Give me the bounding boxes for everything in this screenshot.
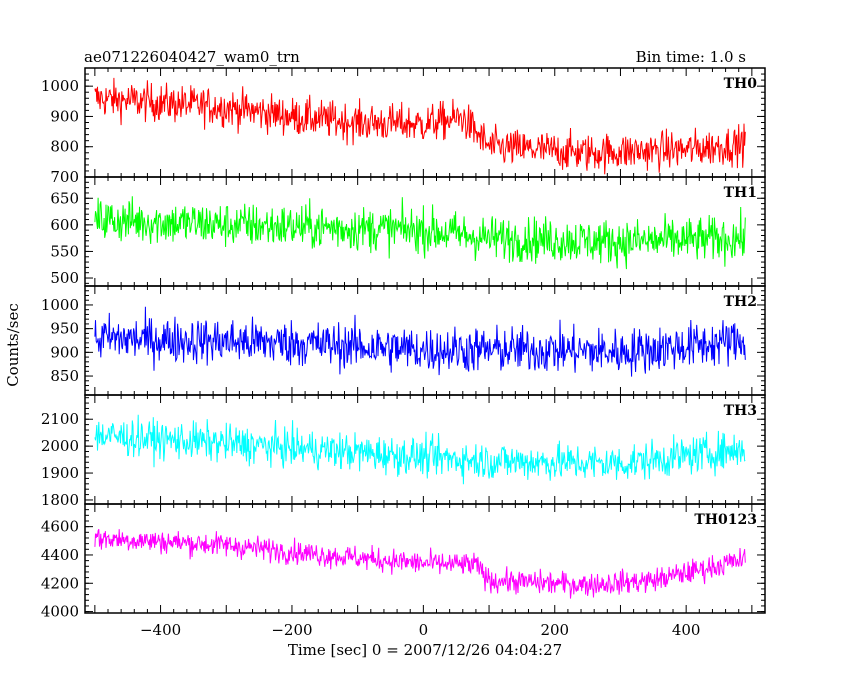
y-tick-label: 1800 <box>41 491 79 509</box>
y-tick-label: 4600 <box>41 518 79 536</box>
chart-panels: 700 800 900 1000 TH0 500 550 600 650 TH1 850 900 950… <box>41 67 766 639</box>
y-tick-label: 550 <box>50 242 79 260</box>
y-tick-label: 4000 <box>41 603 79 621</box>
y-tick-label: 650 <box>50 189 79 207</box>
series-th0123 <box>94 528 746 599</box>
panel-th2: 850 900 950 1000 TH2 <box>41 285 766 396</box>
x-tick-label: −200 <box>271 621 312 639</box>
panel-th1: 500 550 600 650 TH1 <box>50 176 766 287</box>
y-tick-label: 700 <box>50 168 79 186</box>
panel-name-label: TH0 <box>724 76 758 92</box>
y-tick-label: 900 <box>50 107 79 125</box>
y-tick-label: 1000 <box>41 77 79 95</box>
y-tick-label: 850 <box>50 367 79 385</box>
chart-title: ae071226040427_wam0_trn <box>84 48 300 66</box>
y-tick-label: 1900 <box>41 464 79 482</box>
y-tick-label: 4200 <box>41 574 79 592</box>
series-th3 <box>94 414 746 485</box>
x-tick-label: −400 <box>140 621 181 639</box>
y-tick-label: 2000 <box>41 437 79 455</box>
panel-name-label: TH2 <box>724 294 757 310</box>
y-tick-label: 4400 <box>41 546 79 564</box>
panel-th0123: 4000 4200 4400 4600 TH0123 <box>41 503 766 621</box>
y-tick-label: 800 <box>50 138 79 156</box>
y-tick-label: 600 <box>50 216 79 234</box>
series-th0 <box>94 77 746 175</box>
y-tick-label: 900 <box>50 343 79 361</box>
panel-name-label: TH3 <box>724 403 757 419</box>
y-tick-label: 500 <box>50 269 79 287</box>
panel-frame <box>84 67 766 178</box>
series-th2 <box>94 306 746 377</box>
panel-name-label: TH0123 <box>694 512 757 528</box>
panel-name-label: TH1 <box>724 185 757 201</box>
panel-th3: 1800 1900 2000 2100 TH3 <box>41 394 766 509</box>
panel-th0: 700 800 900 1000 TH0 <box>41 67 766 186</box>
x-tick-label: 0 <box>419 621 429 639</box>
x-axis-label: Time [sec] 0 = 2007/12/26 04:04:27 <box>288 641 562 659</box>
x-tick-label: 400 <box>672 621 701 639</box>
y-tick-label: 950 <box>50 320 79 338</box>
y-tick-label: 1000 <box>41 296 79 314</box>
y-tick-label: 2100 <box>41 410 79 428</box>
x-tick-label: 200 <box>540 621 569 639</box>
series-th1 <box>94 196 746 270</box>
chart-subtitle: Bin time: 1.0 s <box>636 48 746 66</box>
y-axis-label: Counts/sec <box>4 303 22 387</box>
panel-frame <box>84 503 766 614</box>
